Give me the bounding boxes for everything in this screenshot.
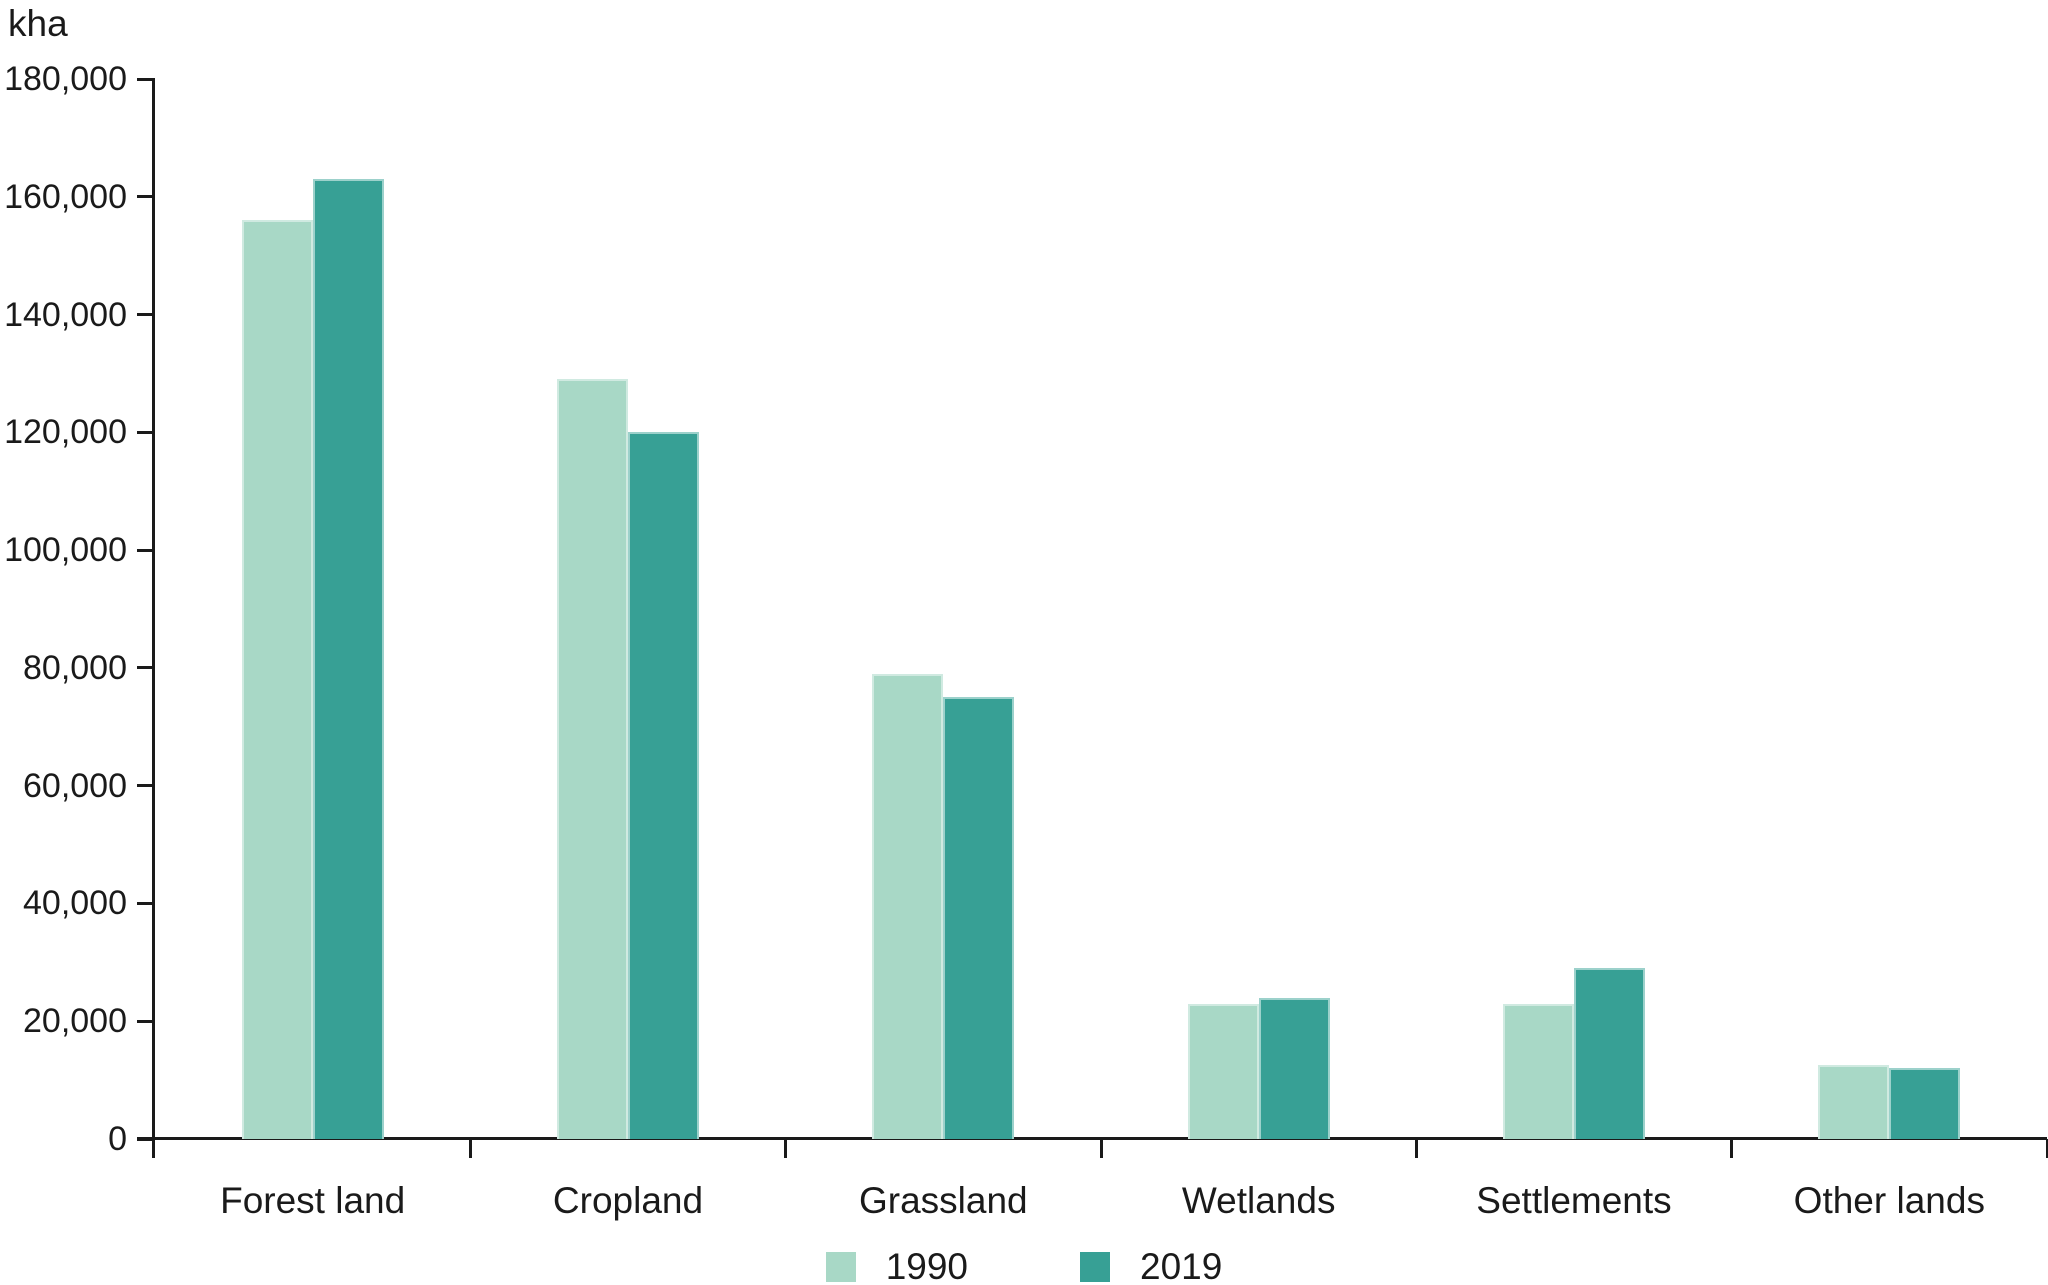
x-axis-tick <box>1414 1139 1418 1158</box>
y-axis-tick <box>137 195 155 199</box>
legend-item-2019: 2019 <box>1080 1246 1222 1285</box>
y-axis-tick-label: 40,000 <box>23 884 127 923</box>
bar-2019-wetlands <box>1258 997 1330 1139</box>
x-axis-tick <box>1730 1139 1734 1158</box>
bar-2019-other-lands <box>1889 1068 1961 1139</box>
y-axis-tick-label: 20,000 <box>23 1002 127 1041</box>
bar-2019-forest-land <box>312 179 384 1139</box>
x-axis-label-settlements: Settlements <box>1476 1180 1672 1221</box>
y-axis-tick <box>137 313 155 317</box>
legend-swatch-1990 <box>825 1252 856 1282</box>
y-axis-tick-label: 160,000 <box>4 177 127 216</box>
y-axis-line <box>152 79 155 1158</box>
legend-label-2019: 2019 <box>1140 1246 1223 1285</box>
x-axis-label-cropland: Cropland <box>552 1180 704 1221</box>
x-axis-tick <box>468 1139 472 1158</box>
bar-1990-settlements <box>1503 1003 1574 1139</box>
y-axis-tick-label: 120,000 <box>4 413 127 452</box>
y-axis-tick <box>137 548 155 552</box>
x-axis-label-forest-land: Forest land <box>220 1180 406 1221</box>
bar-1990-cropland <box>557 379 628 1139</box>
x-axis-tick <box>1099 1139 1103 1158</box>
bar-2019-cropland <box>628 432 699 1139</box>
y-axis-tick-label: 60,000 <box>23 766 127 805</box>
y-axis-unit-label: kha <box>8 3 68 44</box>
y-axis-tick <box>137 901 155 905</box>
legend-swatch-2019 <box>1080 1252 1110 1282</box>
legend-label-1990: 1990 <box>885 1246 968 1285</box>
x-axis-tick <box>784 1139 788 1158</box>
y-axis-tick <box>137 430 155 434</box>
x-axis-label-grassland: Grassland <box>859 1180 1028 1221</box>
y-axis-tick <box>137 1137 155 1141</box>
y-axis-tick-label: 180,000 <box>4 60 127 98</box>
legend-item-1990: 1990 <box>825 1246 968 1285</box>
y-axis-tick-label: 80,000 <box>23 648 127 687</box>
x-axis-label-wetlands: Wetlands <box>1181 1180 1336 1221</box>
bar-1990-wetlands <box>1187 1003 1259 1139</box>
y-axis-tick <box>137 666 155 670</box>
y-axis-tick-label: 0 <box>108 1120 127 1158</box>
chart-legend: 1990 2019 <box>0 1246 2048 1285</box>
y-axis-tick-label: 140,000 <box>4 295 127 334</box>
x-axis-tick <box>2045 1139 2048 1158</box>
y-axis-tick <box>137 784 155 788</box>
x-axis-label-other-lands: Other lands <box>1793 1180 1985 1221</box>
y-axis-tick <box>137 77 155 81</box>
bar-1990-grassland <box>872 673 944 1139</box>
bar-1990-other-lands <box>1818 1065 1890 1139</box>
bar-2019-settlements <box>1574 968 1645 1139</box>
y-axis-tick <box>137 1019 155 1023</box>
x-axis-line <box>137 1137 2047 1140</box>
y-axis-tick-label: 100,000 <box>4 531 127 570</box>
bar-2019-grassland <box>943 697 1015 1139</box>
bar-1990-forest-land <box>241 220 313 1139</box>
